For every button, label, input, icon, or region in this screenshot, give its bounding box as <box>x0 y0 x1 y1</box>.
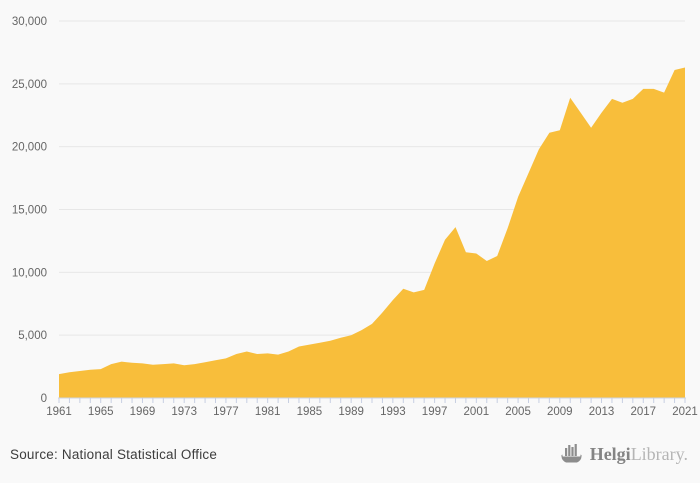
helgi-library-logo[interactable]: HelgiLibrary. <box>559 443 688 465</box>
x-axis-label: 1969 <box>130 406 156 418</box>
y-axis-label: 0 <box>41 393 47 405</box>
x-axis-label: 1977 <box>213 406 239 418</box>
x-axis-label: 1981 <box>255 406 281 418</box>
x-axis-label: 2017 <box>630 406 656 418</box>
area-chart: 0 5,000 10,000 15,000 20,000 25,000 30,000 1961… <box>12 16 698 418</box>
x-axis-label: 1985 <box>297 406 323 418</box>
source-label: Source: National Statistical Office <box>10 446 218 462</box>
x-axis-label: 2013 <box>589 406 615 418</box>
logo-text: HelgiLibrary. <box>590 445 688 463</box>
x-axis-label: 2001 <box>464 406 490 418</box>
x-axis-label: 1965 <box>88 406 114 418</box>
logo-text-helgi: Helgi <box>589 444 631 464</box>
logo-text-library: Library. <box>630 444 688 464</box>
area-series <box>59 67 685 398</box>
x-axis-label: 2005 <box>505 406 531 418</box>
x-axis-label: 1997 <box>422 406 448 418</box>
x-axis-label: 1993 <box>380 406 406 418</box>
chart-footer: Source: National Statistical Office Helg… <box>0 431 700 483</box>
y-axis-label: 5,000 <box>18 330 47 342</box>
y-axis-label: 15,000 <box>12 205 47 217</box>
viking-ship-bar-chart-icon <box>561 444 582 463</box>
x-axis-label: 2009 <box>547 406 573 418</box>
y-axis-label: 20,000 <box>12 142 47 154</box>
x-axis-label: 1961 <box>46 406 72 418</box>
x-axis-label: 1973 <box>171 406 197 418</box>
y-axis-label: 10,000 <box>12 267 47 279</box>
y-axis-label: 25,000 <box>12 79 47 91</box>
y-axis-label: 30,000 <box>12 16 47 28</box>
x-axis-label: 1989 <box>338 406 364 418</box>
x-axis-label: 2021 <box>672 406 698 418</box>
